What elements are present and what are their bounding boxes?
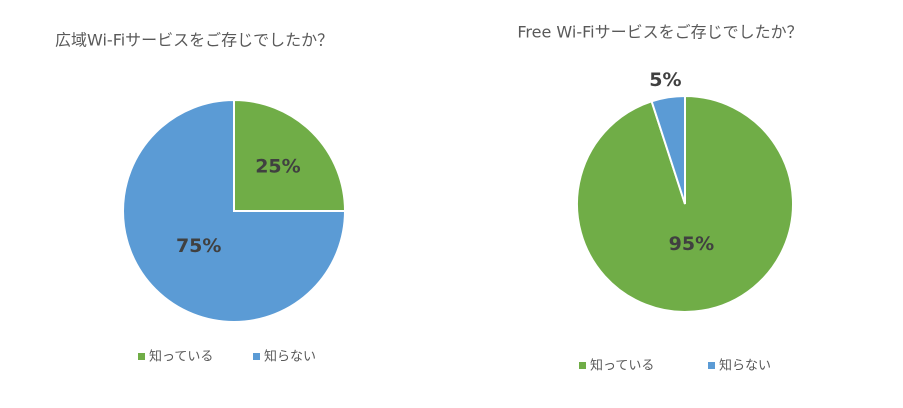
- pie-slice: [122, 98, 347, 323]
- pie-slice: [576, 94, 794, 313]
- legend-marker: [253, 353, 260, 360]
- pie-slice: [233, 98, 347, 212]
- legend-label: 知っている: [590, 358, 654, 374]
- data-label: 5%: [649, 69, 681, 91]
- chart-title: Free Wi-Fiサービスをご存じでしたか？: [517, 23, 802, 42]
- legend-marker: [138, 353, 145, 360]
- data-label: 75%: [176, 235, 221, 257]
- legend-marker: [708, 362, 715, 369]
- chart-title: 広域Wi-Fiサービスをご存じでしたか？: [55, 31, 333, 50]
- pie-slice: [650, 94, 686, 205]
- legend-label: 知っている: [149, 349, 213, 365]
- data-label: 25%: [255, 156, 300, 178]
- legend-marker: [579, 362, 586, 369]
- data-label: 95%: [669, 233, 714, 255]
- legend-label: 知らない: [264, 349, 316, 365]
- legend-label: 知らない: [719, 358, 771, 374]
